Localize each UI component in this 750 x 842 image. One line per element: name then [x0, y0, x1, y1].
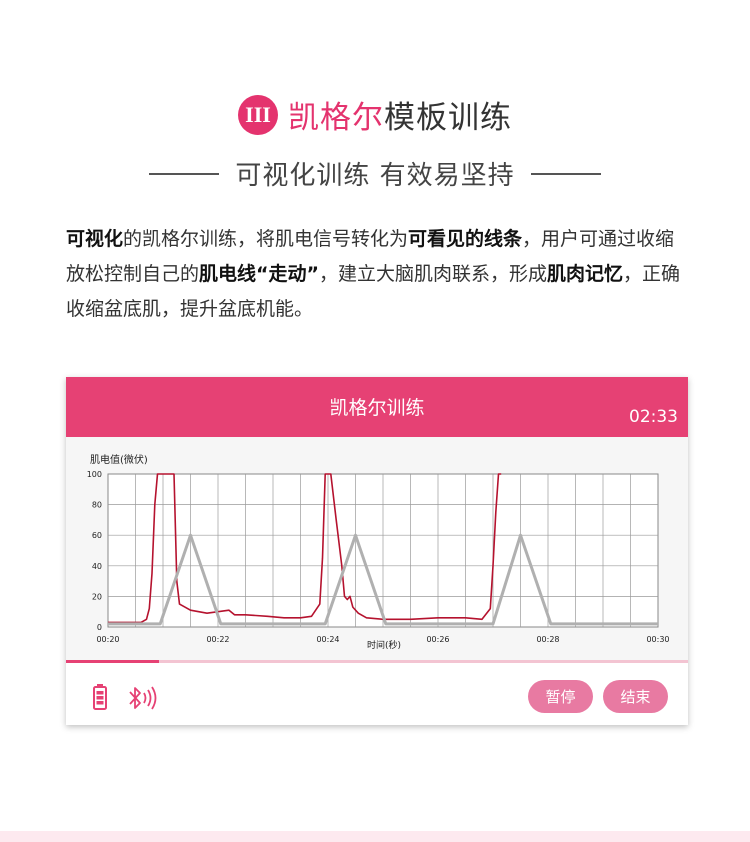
para-bold-8: 肌肉记忆	[547, 263, 624, 285]
training-progress-fill	[66, 660, 160, 663]
y-tick-label: 0	[97, 623, 102, 632]
y-tick-label: 100	[87, 470, 102, 479]
app-timer: 02:33	[629, 407, 678, 427]
para-bold-5: 肌电线	[199, 263, 257, 285]
emg-signal-line	[108, 473, 502, 624]
divider-left	[149, 172, 220, 175]
bluetooth-icon[interactable]	[126, 684, 160, 712]
y-tick-label: 20	[92, 592, 102, 601]
chart-xlabel: 时间(秒)	[367, 639, 401, 651]
subheading-text: 可视化训练 有效易坚持	[235, 161, 515, 191]
para-bold-3: 可看见的线条	[408, 228, 523, 250]
chart-ylabel: 肌电值(微伏)	[90, 453, 148, 466]
para-text-4: ，用户可通过收缩放松控制自己的	[66, 228, 675, 285]
bottom-decor-band	[0, 831, 750, 842]
y-tick-label: 60	[92, 531, 102, 540]
section-title-accent: 凯格尔	[288, 100, 384, 136]
x-tick-label: 00:24	[316, 635, 339, 644]
x-tick-label: 00:26	[426, 635, 449, 644]
emg-chart: 肌电值(微伏) 时间(秒) 0 20 40 60 80 100 00:20 00:22 00:2…	[87, 453, 670, 651]
pause-button[interactable]: 暂停	[528, 680, 593, 713]
section-number-badge: III	[238, 94, 278, 135]
section-heading: III 凯格尔模板训练	[0, 92, 750, 137]
para-text-7: ，建立大脑肌肉联系，形成	[319, 263, 548, 285]
para-text-9: ，正确收缩盆底肌，提升盆底机能。	[66, 263, 681, 320]
para-text-2: 的凯格尔训练，将肌电信号转化为	[123, 228, 409, 250]
app-bottom-bar: 暂停 结束	[66, 663, 688, 725]
emg-chart-area: 肌电值(微伏) 时间(秒) 0 20 40 60 80 100 00:20 00:22 00:2…	[66, 437, 688, 660]
y-tick-label: 80	[92, 501, 102, 510]
training-progress-bar	[66, 660, 688, 663]
section-title-rest: 模板训练	[384, 100, 512, 136]
para-bold-1: 可视化	[66, 228, 124, 250]
section-title: 凯格尔模板训练	[288, 92, 512, 137]
template-guide-line	[108, 533, 658, 626]
app-screen-card: 凯格尔训练 02:33 肌电值(微伏) 时间(秒) 0 20 40 60 80 100 00…	[66, 377, 688, 725]
battery-icon	[93, 684, 107, 710]
end-button[interactable]: 结束	[603, 680, 668, 713]
para-bold-6: “走动”	[256, 263, 320, 285]
app-title: 凯格尔训练	[329, 397, 425, 419]
x-tick-label: 00:22	[206, 635, 229, 644]
y-tick-label: 40	[92, 562, 102, 571]
x-tick-label: 00:30	[646, 635, 669, 644]
x-tick-label: 00:20	[96, 635, 119, 644]
divider-right	[530, 172, 601, 175]
subheading: 可视化训练 有效易坚持	[0, 155, 750, 192]
x-tick-label: 00:28	[536, 635, 559, 644]
app-header: 凯格尔训练 02:33	[66, 377, 688, 437]
description-paragraph: 可视化的凯格尔训练，将肌电信号转化为可看见的线条，用户可通过收缩放松控制自己的肌…	[66, 222, 688, 327]
